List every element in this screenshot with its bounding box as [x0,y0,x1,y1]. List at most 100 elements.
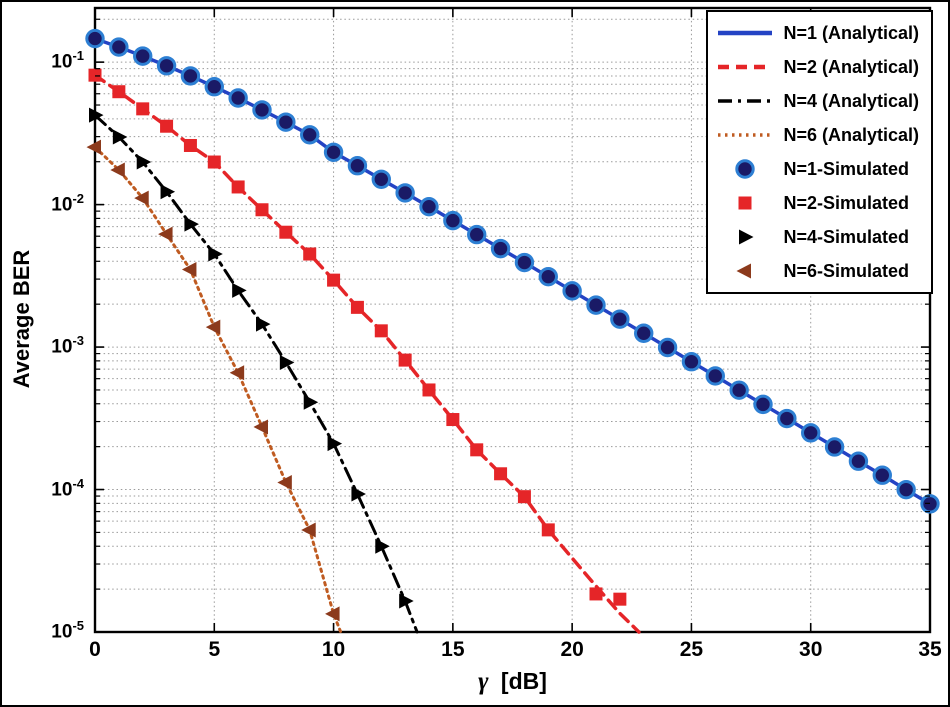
n4-marker [256,316,271,332]
brown-triangle-left-marker-swatch-marker [736,263,752,279]
n1-marker [896,479,916,500]
series-line-n6 [93,145,343,634]
legend-item-4: N=6 (Analytical) [716,118,919,152]
legend-box: N=1 (Analytical) N=2 (Analytical) N=4 (Ana… [706,10,933,294]
n2-marker [88,68,102,82]
n1-marker [634,323,654,343]
n2-marker [517,490,531,504]
n2-marker [398,353,412,367]
n2-marker [303,247,317,261]
x-tick-label: 25 [679,638,704,661]
n1-marker [490,238,511,259]
n4-marker [351,486,366,502]
black-triangle-right-marker-swatch-marker [739,229,754,245]
n4-marker [160,184,176,200]
red-square-marker-swatch [738,196,752,210]
n1-marker [872,465,892,485]
legend-label: N=1 (Analytical) [783,22,919,43]
n1-marker [467,224,487,245]
legend-item-2: N=2 (Analytical) [716,50,919,84]
n2-marker [231,180,245,194]
n1-marker [586,295,606,315]
n4-marker [375,538,390,554]
n1-marker [538,266,558,287]
n1-marker [729,380,749,400]
y-axis-label: Average BER [9,249,34,389]
n1-marker [753,394,773,415]
brown-dotted-line-swatch [718,133,773,137]
n6-marker [229,365,245,381]
y-tick-label: 10-3 [51,333,84,358]
n1-marker [777,408,797,429]
y-tick-label: 10-2 [51,190,84,215]
n6-marker [158,226,173,242]
n2-marker [279,225,293,239]
red-square-marker-swatch-marker [738,196,752,210]
legend-item-5: N=1-Simulated [716,152,919,186]
n2-marker [207,155,221,169]
y-tick-label: 10-1 [51,48,84,73]
n1-marker [681,352,702,372]
n1-marker [347,156,368,176]
legend-item-6: N=2-Simulated [716,186,919,220]
x-axis-unit: [dB] [500,668,547,694]
legend-label: N=4-Simulated [783,226,909,247]
n2-marker [112,85,126,99]
n4-marker [303,394,319,410]
series-line-n4 [93,113,419,634]
n2-marker [446,413,460,427]
n2-marker [589,587,603,601]
n1-marker [109,37,129,57]
legend-item-8: N=6-Simulated [716,254,919,288]
n4-marker [184,216,199,232]
n1-marker [443,210,463,231]
y-tick-label: 10-4 [51,475,84,500]
n1-marker [252,100,272,120]
n4-marker [136,154,152,170]
n2-marker [327,273,341,287]
legend-item-7: N=4-Simulated [716,220,919,254]
n2-marker [183,138,197,152]
n4-marker [327,436,343,452]
n1-marker [848,451,869,471]
n6-marker [277,475,292,491]
n6-marker [134,190,149,206]
axes-box [93,6,932,634]
n2-marker [422,383,436,397]
n4-marker [208,246,223,262]
n1-marker [514,252,535,273]
n6-marker [325,606,340,622]
y-tick-label: 10-5 [51,618,84,643]
blue-circle-marker-swatch-marker [735,159,756,179]
gamma-symbol: γ [478,668,489,695]
n1-marker [801,423,821,443]
n2-marker [470,443,484,457]
blue-solid-line-swatch [718,30,773,36]
legend-item-3: N=4 (Analytical) [716,84,919,118]
blue-circle-marker-swatch [735,159,756,179]
n1-marker [204,77,224,97]
n1-marker [610,309,630,329]
n6-marker [205,319,221,335]
n1-marker [133,46,153,66]
n6-marker [253,419,268,435]
n4-marker [89,107,104,123]
black-triangle-right-marker-swatch [739,229,754,245]
n4-marker [279,354,295,370]
n2-marker [613,592,627,606]
legend-label: N=2 (Analytical) [783,56,919,77]
x-tick-label: 30 [799,638,823,661]
x-tick-label: 35 [918,638,942,661]
n6-marker [110,162,125,178]
n2-marker [160,119,174,133]
n2-marker [255,203,269,217]
x-tick-label: 20 [560,638,584,661]
n1-marker [323,142,344,162]
n1-marker [824,437,845,457]
n1-marker [276,112,296,132]
x-tick-label: 0 [89,638,101,661]
n1-marker [562,281,582,301]
n1-marker [300,125,320,145]
n1-marker [228,88,248,108]
